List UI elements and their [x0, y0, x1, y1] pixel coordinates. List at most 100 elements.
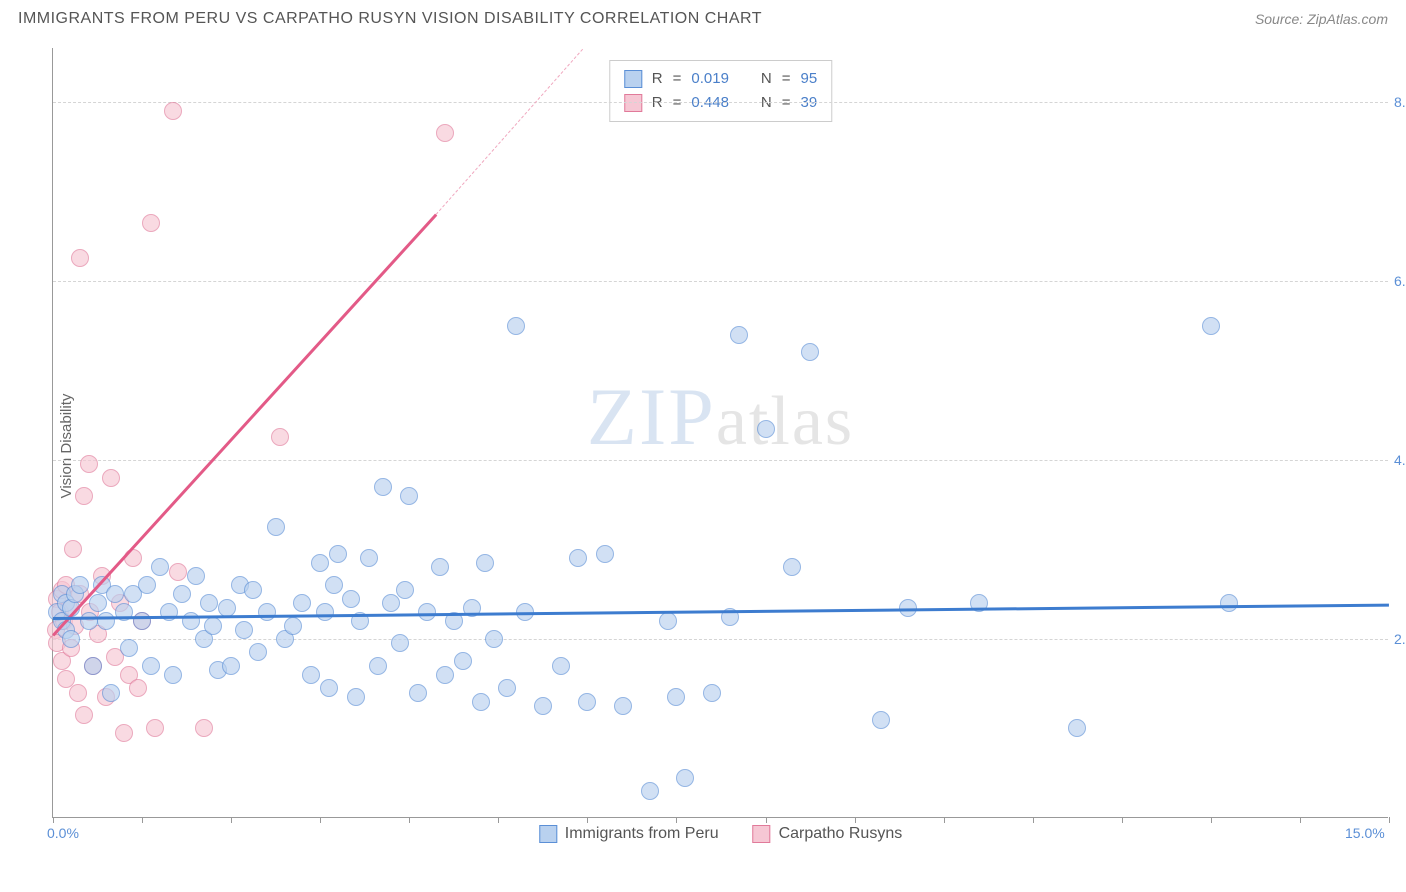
peru-point — [801, 343, 819, 361]
y-tick-label: 8.0% — [1394, 94, 1406, 110]
peru-point — [347, 688, 365, 706]
peru-point — [552, 657, 570, 675]
peru-point — [173, 585, 191, 603]
peru-point — [391, 634, 409, 652]
peru-point — [783, 558, 801, 576]
peru-point — [62, 630, 80, 648]
rusyn-point — [195, 719, 213, 737]
rusyn-point — [80, 455, 98, 473]
chart-title: IMMIGRANTS FROM PERU VS CARPATHO RUSYN V… — [18, 10, 762, 28]
peru-point — [667, 688, 685, 706]
x-tick — [320, 817, 321, 823]
rusyn-point — [164, 102, 182, 120]
x-tick — [766, 817, 767, 823]
peru-point — [498, 679, 516, 697]
peru-point — [249, 643, 267, 661]
peru-point — [200, 594, 218, 612]
peru-point — [1068, 719, 1086, 737]
gridline — [53, 460, 1388, 461]
peru-point — [534, 697, 552, 715]
swatch-peru — [624, 70, 642, 88]
peru-point — [596, 545, 614, 563]
gridline — [53, 102, 1388, 103]
peru-point — [84, 657, 102, 675]
peru-point — [164, 666, 182, 684]
rusyn-point — [115, 724, 133, 742]
watermark-part2: atlas — [716, 383, 854, 460]
stat-r-value: 0.448 — [691, 91, 729, 115]
rusyn-point — [146, 719, 164, 737]
peru-point — [187, 567, 205, 585]
stat-n-value: 95 — [801, 67, 818, 91]
peru-point — [436, 666, 454, 684]
peru-point — [396, 581, 414, 599]
peru-point — [142, 657, 160, 675]
peru-point — [204, 617, 222, 635]
peru-point — [409, 684, 427, 702]
peru-point — [267, 518, 285, 536]
peru-point — [374, 478, 392, 496]
peru-point — [106, 585, 124, 603]
peru-point — [235, 621, 253, 639]
x-tick — [855, 817, 856, 823]
x-tick — [676, 817, 677, 823]
peru-point — [293, 594, 311, 612]
stats-row-rusyn: R = 0.448 N = 39 — [624, 91, 817, 115]
peru-point — [102, 684, 120, 702]
peru-point — [316, 603, 334, 621]
x-tick — [587, 817, 588, 823]
peru-point — [138, 576, 156, 594]
rusyn-point — [102, 469, 120, 487]
peru-point — [400, 487, 418, 505]
x-tick — [1211, 817, 1212, 823]
peru-point — [418, 603, 436, 621]
stat-n-label: N — [761, 67, 772, 91]
gridline — [53, 281, 1388, 282]
series-legend: Immigrants from Peru Carpatho Rusyns — [539, 825, 902, 843]
peru-point — [578, 693, 596, 711]
stat-r-label: R — [652, 91, 663, 115]
peru-point — [872, 711, 890, 729]
rusyn-point — [75, 706, 93, 724]
peru-point — [454, 652, 472, 670]
x-tick — [1033, 817, 1034, 823]
peru-point — [284, 617, 302, 635]
legend-item-peru: Immigrants from Peru — [539, 825, 719, 843]
rusyn-point — [436, 124, 454, 142]
legend-label-peru: Immigrants from Peru — [565, 825, 719, 843]
rusyn-trendline-dashed — [436, 48, 584, 214]
peru-point — [244, 581, 262, 599]
peru-point — [1202, 317, 1220, 335]
stats-row-peru: R = 0.019 N = 95 — [624, 67, 817, 91]
peru-point — [659, 612, 677, 630]
scatter-plot-area: ZIPatlas R = 0.019 N = 95 R = 0.448 N = … — [52, 48, 1388, 818]
gridline — [53, 639, 1388, 640]
peru-point — [133, 612, 151, 630]
peru-point — [476, 554, 494, 572]
x-tick — [498, 817, 499, 823]
peru-point — [472, 693, 490, 711]
peru-point — [342, 590, 360, 608]
peru-point — [311, 554, 329, 572]
peru-point — [507, 317, 525, 335]
rusyn-trendline — [52, 214, 437, 636]
x-tick — [142, 817, 143, 823]
peru-point — [1220, 594, 1238, 612]
peru-point — [369, 657, 387, 675]
x-tick — [1389, 817, 1390, 823]
x-tick — [1122, 817, 1123, 823]
stat-r-label: R — [652, 67, 663, 91]
peru-point — [71, 576, 89, 594]
legend-swatch-rusyn — [753, 825, 771, 843]
y-tick-label: 6.0% — [1394, 273, 1406, 289]
x-tick-label: 15.0% — [1345, 825, 1385, 841]
peru-point — [258, 603, 276, 621]
peru-point — [641, 782, 659, 800]
peru-point — [320, 679, 338, 697]
x-tick — [409, 817, 410, 823]
x-tick — [1300, 817, 1301, 823]
peru-point — [97, 612, 115, 630]
legend-item-rusyn: Carpatho Rusyns — [753, 825, 903, 843]
rusyn-point — [69, 684, 87, 702]
legend-label-rusyn: Carpatho Rusyns — [779, 825, 903, 843]
